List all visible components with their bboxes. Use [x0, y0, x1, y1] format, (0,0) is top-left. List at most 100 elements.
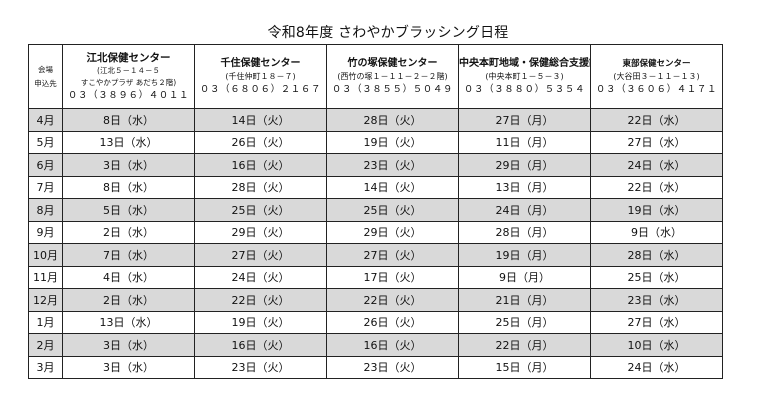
table-row: 5月 13日（水） 26日（火） 19日（火） 11日（月） 27日（水）	[28, 130, 723, 154]
date-cell: 24日（水）	[590, 153, 723, 177]
month-cell: 9月	[28, 220, 63, 244]
date-cell: 28日（火）	[326, 108, 459, 132]
date-cell: 14日（火）	[194, 108, 327, 132]
center-address: (江北５－１４－５	[97, 65, 160, 75]
date-cell: 26日（火）	[194, 130, 327, 154]
center-address: (千住仲町１８－７)	[225, 71, 296, 81]
month-cell: 6月	[28, 153, 63, 177]
date-cell: 23日（火）	[326, 355, 459, 379]
table-row: 2月 3日（水） 16日（火） 16日（火） 22日（月） 10日（水）	[28, 333, 723, 357]
center-name: 竹の塚保健センター	[347, 57, 438, 69]
table-row: 3月 3日（水） 23日（火） 23日（火） 15日（月） 24日（水）	[28, 355, 723, 379]
center-phone: ０３（３８９６）４０１１	[67, 89, 190, 101]
table-row: 10月 7日（水） 27日（火） 27日（火） 19日（月） 28日（水）	[28, 243, 723, 267]
date-cell: 21日（月）	[458, 288, 591, 312]
date-cell: 22日（月）	[458, 333, 591, 357]
schedule-body: 4月 8日（水） 14日（火） 28日（火） 27日（月） 22日（水） 5月 13日（水） 2…	[28, 108, 723, 379]
date-cell: 3日（水）	[62, 333, 195, 357]
date-cell: 29日（火）	[326, 220, 459, 244]
center-phone: ０３（３８５５）５０４９	[331, 83, 454, 95]
date-cell: 13日（水）	[62, 130, 195, 154]
date-cell: 24日（火）	[194, 265, 327, 289]
date-cell: 3日（水）	[62, 153, 195, 177]
date-cell: 27日（水）	[590, 130, 723, 154]
month-cell: 1月	[28, 310, 63, 334]
center-name: 東部保健センター	[622, 58, 691, 69]
center-header-takenotsuka: 竹の塚保健センター (西竹の塚１－１１－２－２階) ０３（３８５５）５０４９	[326, 44, 459, 109]
date-cell: 19日（火）	[326, 130, 459, 154]
table-row: 11月 4日（水） 24日（火） 17日（火） 9日（月） 25日（水）	[28, 265, 723, 289]
month-cell: 4月	[28, 108, 63, 132]
date-cell: 26日（火）	[326, 310, 459, 334]
date-cell: 19日（火）	[194, 310, 327, 334]
date-cell: 22日（水）	[590, 108, 723, 132]
date-cell: 8日（水）	[62, 175, 195, 199]
schedule-table: 会場 申込先 江北保健センター (江北５－１４－５ すこやかプラザ あだち２階)…	[28, 44, 723, 379]
date-cell: 13日（月）	[458, 175, 591, 199]
date-cell: 16日（火）	[194, 333, 327, 357]
center-header-kohoku: 江北保健センター (江北５－１４－５ すこやかプラザ あだち２階) ０３（３８９…	[62, 44, 195, 109]
date-cell: 22日（火）	[326, 288, 459, 312]
date-cell: 4日（水）	[62, 265, 195, 289]
center-address: (中央本町１－５－３)	[485, 71, 564, 81]
date-cell: 11日（月）	[458, 130, 591, 154]
date-cell: 17日（火）	[326, 265, 459, 289]
date-cell: 25日（月）	[458, 310, 591, 334]
month-cell: 12月	[28, 288, 63, 312]
date-cell: 23日（火）	[326, 153, 459, 177]
month-cell: 2月	[28, 333, 63, 357]
date-cell: 27日（水）	[590, 310, 723, 334]
date-cell: 2日（水）	[62, 220, 195, 244]
table-row: 9月 2日（水） 29日（火） 29日（火） 28日（月） 9日（水）	[28, 220, 723, 244]
application-label: 申込先	[34, 78, 57, 88]
date-cell: 8日（水）	[62, 108, 195, 132]
table-row: 4月 8日（水） 14日（火） 28日（火） 27日（月） 22日（水）	[28, 108, 723, 132]
date-cell: 29日（月）	[458, 153, 591, 177]
date-cell: 22日（水）	[590, 175, 723, 199]
date-cell: 25日（火）	[326, 198, 459, 222]
center-name: 江北保健センター	[86, 51, 171, 64]
date-cell: 19日（月）	[458, 243, 591, 267]
date-cell: 15日（月）	[458, 355, 591, 379]
date-cell: 25日（水）	[590, 265, 723, 289]
date-cell: 25日（火）	[194, 198, 327, 222]
date-cell: 2日（水）	[62, 288, 195, 312]
center-header-senju: 千住保健センター (千住仲町１８－７) ０３（６８０６）２１６７	[194, 44, 327, 109]
center-address-2: すこやかプラザ あだち２階)	[80, 77, 177, 87]
venue-label-cell: 会場 申込先	[28, 44, 63, 109]
date-cell: 10日（水）	[590, 333, 723, 357]
date-cell: 19日（水）	[590, 198, 723, 222]
table-row: 1月 13日（水） 19日（火） 26日（火） 25日（月） 27日（水）	[28, 310, 723, 334]
header-row: 会場 申込先 江北保健センター (江北５－１４－５ すこやかプラザ あだち２階)…	[28, 44, 723, 109]
month-cell: 8月	[28, 198, 63, 222]
date-cell: 27日（火）	[326, 243, 459, 267]
center-name: 中央本町地域・保健総合支援課	[459, 57, 591, 69]
center-phone: ０３（３６０６）４１７１	[595, 83, 718, 95]
month-cell: 7月	[28, 175, 63, 199]
month-cell: 5月	[28, 130, 63, 154]
month-cell: 11月	[28, 265, 63, 289]
date-cell: 16日（火）	[326, 333, 459, 357]
table-row: 7月 8日（水） 28日（火） 14日（火） 13日（月） 22日（水）	[28, 175, 723, 199]
center-phone: ０３（３８８０）５３５４	[463, 83, 586, 95]
center-address: (西竹の塚１－１１－２－２階)	[337, 71, 448, 81]
date-cell: 24日（月）	[458, 198, 591, 222]
date-cell: 9日（月）	[458, 265, 591, 289]
date-cell: 13日（水）	[62, 310, 195, 334]
date-cell: 9日（水）	[590, 220, 723, 244]
date-cell: 16日（火）	[194, 153, 327, 177]
date-cell: 24日（水）	[590, 355, 723, 379]
center-name: 千住保健センター	[220, 57, 301, 69]
page-title: 令和8年度 さわやかブラッシング日程	[267, 25, 509, 41]
date-cell: 27日（火）	[194, 243, 327, 267]
date-cell: 28日（水）	[590, 243, 723, 267]
center-header-chuohoncho: 中央本町地域・保健総合支援課 (中央本町１－５－３) ０３（３８８０）５３５４	[458, 44, 591, 109]
date-cell: 14日（火）	[326, 175, 459, 199]
date-cell: 3日（水）	[62, 355, 195, 379]
table-row: 6月 3日（水） 16日（火） 23日（火） 29日（月） 24日（水）	[28, 153, 723, 177]
date-cell: 28日（月）	[458, 220, 591, 244]
date-cell: 7日（水）	[62, 243, 195, 267]
date-cell: 27日（月）	[458, 108, 591, 132]
table-row: 8月 5日（水） 25日（火） 25日（火） 24日（月） 19日（水）	[28, 198, 723, 222]
date-cell: 28日（火）	[194, 175, 327, 199]
